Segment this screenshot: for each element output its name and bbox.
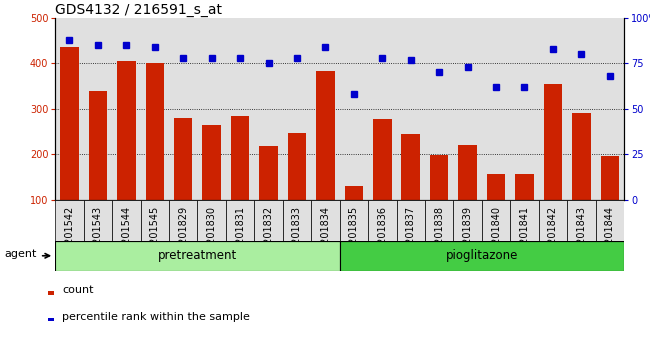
Text: GSM201831: GSM201831 [235, 206, 245, 265]
Bar [259, 146, 278, 246]
Text: GSM201843: GSM201843 [577, 206, 586, 265]
Text: GSM201545: GSM201545 [150, 206, 160, 266]
Bar [396, 200, 425, 241]
Text: GDS4132 / 216591_s_at: GDS4132 / 216591_s_at [55, 3, 222, 17]
Text: pretreatment: pretreatment [158, 249, 237, 262]
Text: pioglitazone: pioglitazone [446, 249, 518, 262]
Bar [55, 241, 339, 271]
Bar [567, 200, 595, 241]
Bar [339, 241, 624, 271]
Text: GSM201837: GSM201837 [406, 206, 416, 265]
Bar [226, 200, 254, 241]
Text: GSM201833: GSM201833 [292, 206, 302, 265]
Bar [430, 155, 448, 246]
Text: GSM201834: GSM201834 [320, 206, 330, 265]
Text: GSM201542: GSM201542 [64, 206, 75, 266]
Bar [48, 291, 53, 295]
Bar [174, 118, 192, 246]
Bar [425, 200, 454, 241]
Bar [373, 119, 391, 246]
Bar [316, 71, 335, 246]
Bar [117, 61, 136, 246]
Text: GSM201839: GSM201839 [463, 206, 473, 265]
Text: count: count [62, 285, 94, 295]
Bar [402, 134, 420, 246]
Bar [454, 200, 482, 241]
Bar [515, 174, 534, 246]
Bar [539, 200, 567, 241]
Text: GSM201842: GSM201842 [548, 206, 558, 265]
Bar [344, 186, 363, 246]
Text: percentile rank within the sample: percentile rank within the sample [62, 312, 250, 322]
Bar [146, 63, 164, 246]
Bar [288, 132, 306, 246]
Text: GSM201841: GSM201841 [519, 206, 530, 265]
Text: GSM201830: GSM201830 [207, 206, 216, 265]
Bar [140, 200, 169, 241]
Text: GSM201840: GSM201840 [491, 206, 501, 265]
Bar [482, 200, 510, 241]
Bar [84, 200, 112, 241]
Text: GSM201838: GSM201838 [434, 206, 444, 265]
Text: GSM201835: GSM201835 [349, 206, 359, 265]
Bar [231, 116, 250, 246]
Bar [368, 200, 396, 241]
Bar [311, 200, 339, 241]
Bar [88, 91, 107, 246]
Bar [60, 47, 79, 246]
Text: GSM201844: GSM201844 [604, 206, 615, 265]
Bar [198, 200, 226, 241]
Bar [48, 318, 53, 321]
Bar [55, 200, 84, 241]
Bar [339, 200, 368, 241]
Bar [254, 200, 283, 241]
Text: GSM201832: GSM201832 [263, 206, 274, 265]
Bar [510, 200, 539, 241]
Bar [487, 173, 505, 246]
Bar [112, 200, 140, 241]
Bar [595, 200, 624, 241]
Bar [543, 84, 562, 246]
Bar [572, 113, 591, 246]
Bar [283, 200, 311, 241]
Text: agent: agent [5, 249, 37, 259]
Bar [458, 145, 477, 246]
Bar [202, 125, 221, 246]
Bar [601, 156, 619, 246]
Text: GSM201544: GSM201544 [122, 206, 131, 265]
Bar [169, 200, 198, 241]
Text: GSM201836: GSM201836 [377, 206, 387, 265]
Text: GSM201543: GSM201543 [93, 206, 103, 265]
Text: GSM201829: GSM201829 [178, 206, 188, 265]
